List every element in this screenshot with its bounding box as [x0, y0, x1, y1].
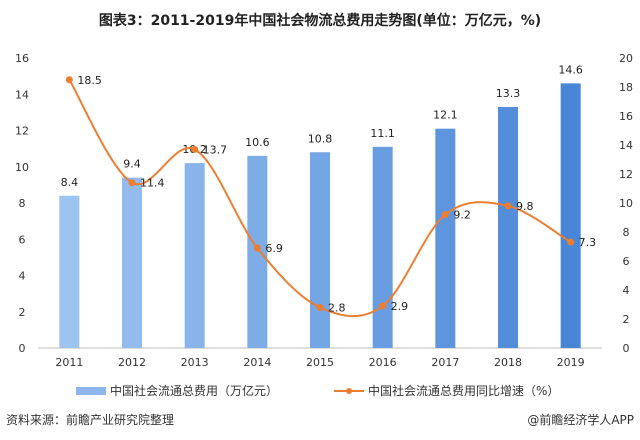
line-data-label: 9.8	[516, 200, 534, 213]
line-data-label: 7.3	[579, 236, 597, 249]
x-axis-tick: 2013	[181, 356, 209, 369]
right-axis-tick: 10	[619, 197, 633, 210]
left-axis-tick: 0	[19, 342, 26, 355]
x-axis-tick: 2016	[369, 356, 397, 369]
bar	[184, 163, 205, 348]
line-point	[504, 202, 512, 210]
bar-data-label: 10.8	[308, 132, 333, 145]
line-point	[441, 211, 449, 219]
bar	[560, 83, 581, 348]
right-axis-tick: 16	[619, 110, 633, 123]
bar	[372, 146, 393, 348]
right-axis-tick: 0	[623, 342, 630, 355]
line-point	[316, 303, 324, 311]
line-point	[379, 302, 387, 310]
source-note: 资料来源：前瞻产业研究院整理	[6, 413, 175, 427]
x-axis-tick: 2017	[431, 356, 459, 369]
line-point	[128, 179, 136, 187]
bar-data-label: 10.6	[245, 136, 270, 149]
bar-data-label: 12.1	[433, 109, 458, 122]
bar-data-label: 14.6	[558, 63, 583, 76]
line-data-label: 13.7	[203, 143, 228, 156]
legend-item-line: 中国社会流通总费用同比增速（%）	[334, 382, 559, 399]
left-axis-tick: 10	[15, 161, 29, 174]
left-axis-tick: 4	[19, 270, 26, 283]
x-axis-tick: 2018	[494, 356, 522, 369]
left-axis-tick: 14	[15, 88, 29, 101]
bar	[435, 128, 456, 348]
bar-data-label: 13.3	[496, 87, 521, 100]
x-axis-tick: 2014	[243, 356, 271, 369]
bar-data-label: 8.4	[61, 176, 79, 189]
line-data-label: 2.9	[391, 300, 409, 313]
right-axis-tick: 12	[619, 168, 633, 181]
bar	[59, 195, 80, 348]
left-axis-tick: 8	[19, 197, 26, 210]
right-axis-tick: 14	[619, 139, 633, 152]
x-axis-tick: 2012	[118, 356, 146, 369]
legend-item-bar: 中国社会流通总费用（万亿元）	[76, 382, 278, 399]
right-axis-tick: 6	[623, 255, 630, 268]
line-data-label: 18.5	[77, 74, 102, 87]
right-axis-tick: 20	[619, 52, 633, 65]
bar	[247, 155, 268, 348]
left-axis-tick: 12	[15, 125, 29, 138]
left-axis-tick: 6	[19, 233, 26, 246]
x-axis-tick: 2011	[55, 356, 83, 369]
bar	[122, 177, 142, 348]
line-point	[65, 76, 73, 84]
left-axis-tick: 16	[15, 52, 29, 65]
bar-data-label: 11.1	[370, 127, 395, 140]
legend-label-bar: 中国社会流通总费用（万亿元）	[110, 384, 279, 398]
x-axis-tick: 2015	[306, 356, 334, 369]
right-axis-tick: 2	[623, 313, 630, 326]
line-point	[253, 244, 261, 252]
right-axis-tick: 4	[623, 284, 630, 297]
left-axis-tick: 2	[19, 306, 26, 319]
line-data-label: 9.2	[453, 209, 471, 222]
line-data-label: 11.4	[140, 177, 165, 190]
right-axis-tick: 18	[619, 81, 633, 94]
legend-swatch-line	[334, 387, 364, 394]
legend-swatch-bar	[76, 386, 106, 395]
chart-title: 图表3：2011-2019年中国社会物流总费用走势图(单位：万亿元，%)	[98, 13, 542, 29]
bar-data-label: 9.4	[123, 158, 141, 171]
bar	[310, 152, 330, 348]
right-axis-tick: 8	[623, 226, 630, 239]
legend-label-line: 中国社会流通总费用同比增速（%）	[368, 384, 560, 398]
line-point	[191, 145, 199, 153]
line-point	[567, 238, 575, 246]
line-data-label: 2.8	[328, 301, 346, 314]
brand-credit: @前瞻经济学人APP	[527, 413, 634, 427]
growth-line	[68, 79, 572, 318]
x-axis-tick: 2019	[557, 356, 585, 369]
bar	[498, 106, 518, 348]
line-data-label: 6.9	[265, 242, 283, 255]
